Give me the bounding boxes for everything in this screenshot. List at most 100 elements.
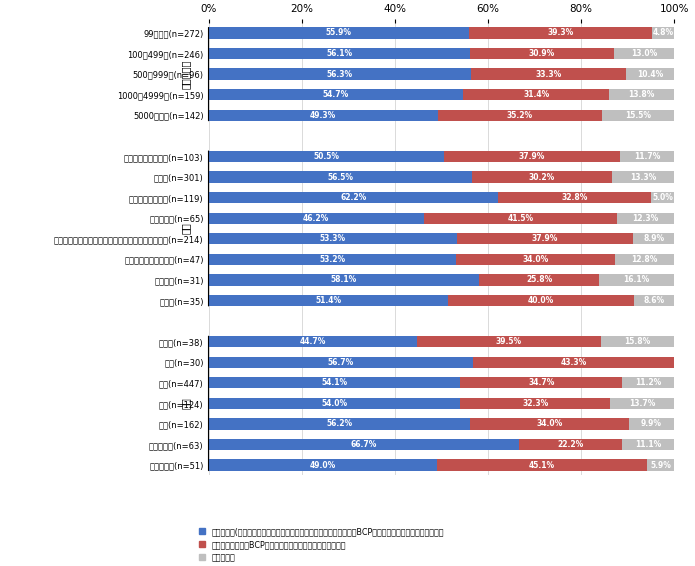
- Bar: [208, 398, 460, 409]
- Bar: [646, 460, 674, 471]
- Text: 13.8%: 13.8%: [628, 90, 655, 99]
- Text: 32.3%: 32.3%: [522, 399, 548, 408]
- Bar: [612, 171, 674, 183]
- Text: 56.1%: 56.1%: [326, 49, 352, 58]
- Text: 56.2%: 56.2%: [326, 419, 352, 428]
- Bar: [208, 212, 424, 224]
- Bar: [208, 254, 456, 265]
- Text: 56.5%: 56.5%: [327, 173, 353, 182]
- Bar: [602, 110, 674, 121]
- Bar: [479, 275, 599, 286]
- Text: 39.5%: 39.5%: [496, 337, 522, 346]
- Text: 34.0%: 34.0%: [522, 255, 548, 264]
- Text: 5.9%: 5.9%: [650, 461, 671, 470]
- Text: 30.9%: 30.9%: [529, 49, 555, 58]
- Text: 49.0%: 49.0%: [309, 461, 336, 470]
- Text: 54.0%: 54.0%: [321, 399, 348, 408]
- Bar: [599, 275, 674, 286]
- Text: 56.3%: 56.3%: [327, 70, 352, 79]
- Bar: [471, 68, 626, 80]
- Bar: [416, 336, 600, 348]
- Text: 45.1%: 45.1%: [529, 461, 555, 470]
- Bar: [463, 89, 610, 100]
- Bar: [436, 460, 646, 471]
- Text: 56.7%: 56.7%: [327, 358, 354, 367]
- Bar: [208, 439, 519, 450]
- Text: 35.2%: 35.2%: [507, 111, 533, 120]
- Text: 55.9%: 55.9%: [326, 28, 352, 37]
- Text: 30.2%: 30.2%: [529, 173, 555, 182]
- Bar: [614, 254, 674, 265]
- Text: 12.3%: 12.3%: [632, 214, 659, 222]
- Text: 40.0%: 40.0%: [528, 296, 554, 305]
- Text: 50.5%: 50.5%: [313, 152, 339, 161]
- Bar: [623, 439, 674, 450]
- Text: 46.2%: 46.2%: [303, 214, 329, 222]
- Bar: [620, 151, 675, 162]
- Bar: [600, 336, 674, 348]
- Bar: [622, 377, 674, 388]
- Text: 33.3%: 33.3%: [535, 70, 562, 79]
- Bar: [610, 398, 674, 409]
- Bar: [208, 275, 479, 286]
- Bar: [519, 439, 623, 450]
- Bar: [498, 192, 651, 203]
- Bar: [473, 357, 674, 368]
- Text: 15.8%: 15.8%: [624, 337, 651, 346]
- Bar: [208, 336, 416, 348]
- Text: 9.9%: 9.9%: [641, 419, 662, 428]
- Bar: [614, 48, 674, 59]
- Text: 58.1%: 58.1%: [331, 276, 357, 284]
- Bar: [208, 27, 469, 38]
- Text: 66.7%: 66.7%: [350, 440, 377, 449]
- Text: 54.7%: 54.7%: [322, 90, 349, 99]
- Bar: [626, 68, 674, 80]
- Text: 43.3%: 43.3%: [560, 358, 587, 367]
- Text: 15.5%: 15.5%: [625, 111, 651, 120]
- Text: 25.8%: 25.8%: [526, 276, 553, 284]
- Text: 8.9%: 8.9%: [644, 234, 664, 243]
- Bar: [208, 48, 470, 59]
- Text: 22.2%: 22.2%: [557, 440, 584, 449]
- Text: 53.3%: 53.3%: [320, 234, 345, 243]
- Text: 16.1%: 16.1%: [623, 276, 650, 284]
- Bar: [456, 254, 614, 265]
- Bar: [424, 212, 617, 224]
- Text: 31.4%: 31.4%: [523, 90, 550, 99]
- Bar: [208, 171, 472, 183]
- Bar: [652, 27, 674, 38]
- Text: 34.7%: 34.7%: [528, 378, 555, 387]
- Text: 37.9%: 37.9%: [532, 234, 558, 243]
- Text: 54.1%: 54.1%: [321, 378, 348, 387]
- Bar: [208, 295, 448, 306]
- Text: 地域: 地域: [180, 397, 190, 409]
- Text: 13.7%: 13.7%: [629, 399, 655, 408]
- Bar: [457, 233, 633, 245]
- Bar: [448, 295, 634, 306]
- Text: 13.0%: 13.0%: [631, 49, 657, 58]
- Text: 8.6%: 8.6%: [644, 296, 664, 305]
- Text: 従業員規模: 従業員規模: [180, 59, 190, 89]
- Text: 32.8%: 32.8%: [562, 193, 588, 202]
- Bar: [617, 212, 674, 224]
- Text: 12.8%: 12.8%: [631, 255, 657, 264]
- Bar: [610, 89, 673, 100]
- Text: 53.2%: 53.2%: [319, 255, 345, 264]
- Text: 11.1%: 11.1%: [635, 440, 662, 449]
- Bar: [208, 357, 473, 368]
- Bar: [471, 418, 628, 430]
- Text: 4.8%: 4.8%: [653, 28, 673, 37]
- Bar: [208, 233, 457, 245]
- Text: 13.3%: 13.3%: [630, 173, 656, 182]
- Bar: [208, 418, 471, 430]
- Text: 51.4%: 51.4%: [315, 296, 341, 305]
- Bar: [651, 192, 674, 203]
- Text: 37.9%: 37.9%: [518, 152, 545, 161]
- Bar: [469, 27, 652, 38]
- Bar: [208, 460, 436, 471]
- Bar: [438, 110, 602, 121]
- Text: 49.3%: 49.3%: [310, 111, 336, 120]
- Bar: [208, 89, 463, 100]
- Text: 10.4%: 10.4%: [637, 70, 663, 79]
- Text: 11.7%: 11.7%: [635, 152, 660, 161]
